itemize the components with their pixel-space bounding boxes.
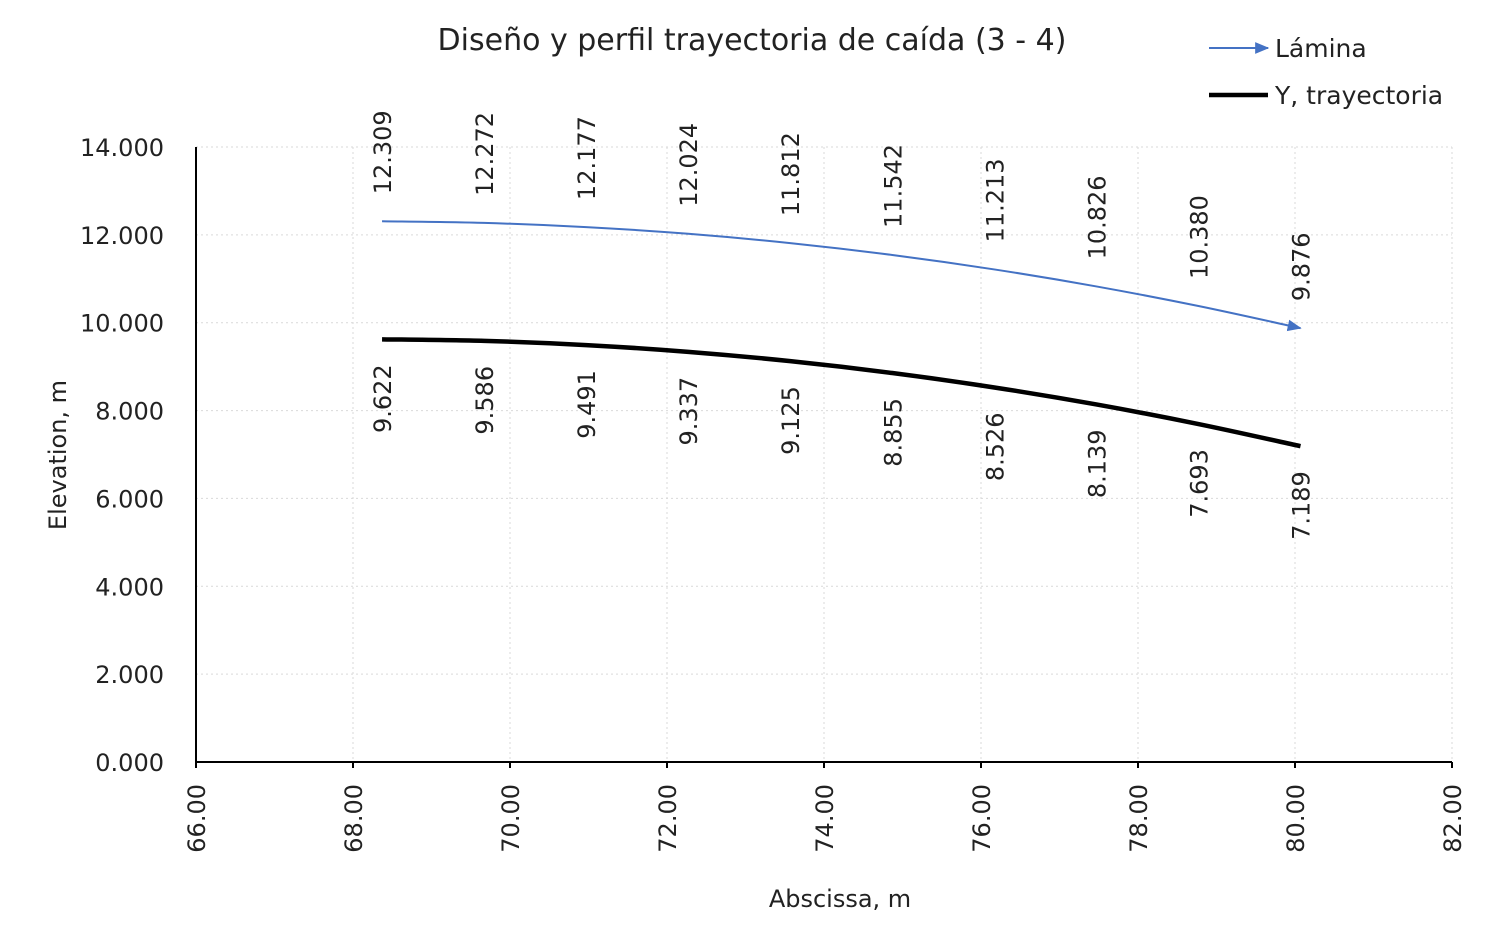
series	[382, 220, 1302, 449]
data-label-trayectoria: 9.125	[777, 386, 805, 455]
legend-label-lamina: Lámina	[1275, 34, 1367, 63]
data-label-lamina: 11.542	[879, 144, 907, 228]
data-label-lamina: 10.826	[1083, 175, 1111, 259]
data-label-trayectoria: 8.855	[879, 398, 907, 467]
data-label-lamina: 9.876	[1287, 232, 1315, 301]
x-tick-label: 82.00	[1439, 784, 1467, 853]
data-label-lamina: 11.213	[981, 158, 1009, 242]
x-tick-label: 66.00	[183, 784, 211, 853]
data-label-lamina: 12.177	[573, 116, 601, 200]
y-tick-label: 0.000	[95, 749, 164, 777]
y-tick-label: 4.000	[95, 573, 164, 601]
data-label-trayectoria: 7.189	[1287, 471, 1315, 540]
series-line-trayectoria	[382, 337, 1301, 449]
x-tick-label: 80.00	[1282, 784, 1310, 853]
data-label-trayectoria: 8.526	[981, 412, 1009, 481]
data-label-lamina: 12.272	[471, 112, 499, 196]
data-label-trayectoria: 9.491	[573, 370, 601, 439]
x-tick-label: 72.00	[654, 784, 682, 853]
y-axis-label: Elevation, m	[44, 380, 72, 530]
x-tick-label: 68.00	[340, 784, 368, 853]
y-tick-label: 10.000	[80, 310, 164, 338]
data-label-trayectoria: 9.337	[675, 377, 703, 446]
y-tick-label: 14.000	[80, 134, 164, 162]
data-label-trayectoria: 9.622	[369, 364, 397, 433]
data-label-trayectoria: 7.693	[1185, 449, 1213, 518]
axes	[195, 147, 1453, 768]
data-label-trayectoria: 9.586	[471, 366, 499, 435]
x-tick-label: 76.00	[968, 784, 996, 853]
tick-labels: 0.000 2.000 4.000 6.000 8.000 10.000 12.000 14.…	[80, 134, 1467, 853]
legend-label-trayectoria: Y, trayectoria	[1274, 81, 1443, 110]
x-tick-label: 70.00	[497, 784, 525, 853]
y-tick-label: 2.000	[95, 661, 164, 689]
series-line-lamina	[382, 220, 1302, 332]
x-axis-label: Abscissa, m	[769, 885, 911, 913]
x-tick-label: 74.00	[811, 784, 839, 853]
x-tick-label: 78.00	[1125, 784, 1153, 853]
data-label-trayectoria: 8.139	[1083, 429, 1111, 498]
chart-title: Diseño y perfil trayectoria de caída (3 …	[438, 23, 1067, 58]
legend: Lámina Y, trayectoria	[1209, 34, 1443, 110]
y-tick-label: 12.000	[80, 222, 164, 250]
y-tick-label: 8.000	[95, 398, 164, 426]
data-label-lamina: 10.380	[1185, 195, 1213, 279]
y-tick-label: 6.000	[95, 485, 164, 513]
data-label-lamina: 11.812	[777, 132, 805, 216]
grid	[196, 146, 1453, 762]
data-labels: 12.309 12.272 12.177 12.024 11.812 11.542 11.2…	[369, 110, 1315, 540]
data-label-lamina: 12.309	[369, 110, 397, 194]
data-label-lamina: 12.024	[675, 123, 703, 207]
